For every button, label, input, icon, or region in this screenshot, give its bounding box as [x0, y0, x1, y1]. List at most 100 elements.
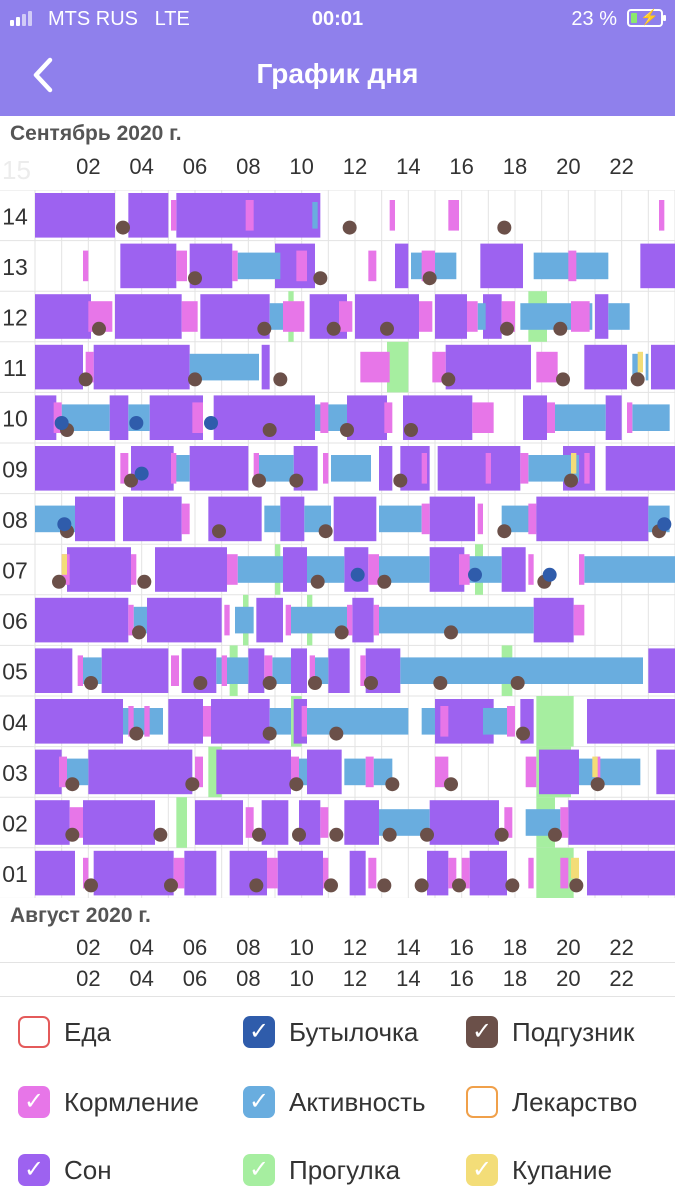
hour-tick-label: 04: [129, 966, 154, 991]
sleep-bar: [352, 597, 374, 643]
diaper-dot: [364, 676, 378, 690]
legend-item-diaper[interactable]: ✓ Подгузник: [466, 1012, 634, 1052]
legend-checkbox-bottle[interactable]: ✓: [243, 1016, 275, 1048]
activity-bar: [555, 404, 606, 431]
hour-tick-label: 12: [342, 935, 368, 960]
legend-item-food[interactable]: Еда: [18, 1012, 111, 1052]
hour-tick-label: 10: [289, 935, 314, 960]
feeding-bar: [283, 301, 305, 332]
hour-tick-label: 14: [396, 154, 421, 179]
hour-tick-label: 02: [76, 935, 101, 960]
activity-bar: [173, 455, 190, 482]
diaper-dot: [452, 878, 466, 893]
sleep-bar: [261, 800, 289, 845]
feeding-bar: [347, 604, 353, 636]
legend-item-bath[interactable]: ✓ Купание: [466, 1150, 612, 1190]
legend-item-activity[interactable]: ✓ Активность: [243, 1082, 426, 1122]
bottle-dot: [204, 416, 218, 430]
legend-item-medicine[interactable]: Лекарство: [466, 1082, 637, 1122]
feeding-bar: [573, 604, 585, 636]
hour-tick-label: 16: [449, 966, 474, 991]
feeding-bar: [144, 706, 150, 737]
battery-percent: 23 %: [571, 8, 617, 30]
legend-label: Кормление: [64, 1086, 199, 1117]
legend-checkbox-bath[interactable]: ✓: [466, 1154, 498, 1186]
feeding-bar: [440, 706, 449, 737]
legend-item-feeding[interactable]: ✓ Кормление: [18, 1082, 199, 1122]
legend-item-walk[interactable]: ✓ Прогулка: [243, 1150, 400, 1190]
feeding-bar: [547, 402, 555, 433]
legend-checkbox-feeding[interactable]: ✓: [18, 1086, 50, 1118]
sleep-bar: [283, 547, 307, 592]
chevron-left-icon[interactable]: [28, 55, 68, 95]
sleep-bar: [280, 496, 305, 542]
hour-axis-top: 02 04 06 08 10 12 14 16 18 20 22: [0, 154, 675, 184]
diaper-dot: [444, 625, 458, 640]
feeding-bar: [285, 604, 291, 636]
legend-label: Прогулка: [289, 1154, 401, 1185]
feeding-bar: [360, 655, 366, 686]
feeding-bar: [296, 250, 307, 282]
diaper-dot: [590, 777, 605, 792]
sleep-bar: [437, 446, 521, 491]
sleep-bar: [587, 699, 675, 744]
feeding-bar: [421, 503, 430, 535]
feeding-bar: [171, 453, 177, 484]
hour-tick-label: 08: [236, 935, 261, 960]
feeding-bar: [627, 402, 633, 433]
legend-checkbox-activity[interactable]: ✓: [243, 1086, 275, 1118]
sleep-bar: [256, 597, 283, 643]
sleep-bar: [35, 648, 73, 693]
legend-item-sleep[interactable]: ✓ Сон: [18, 1150, 112, 1190]
feeding-bar: [368, 554, 379, 585]
legend: Еда ✓ Бутылочка ✓ Подгузник ✓ Кормление ✓ Активн…: [0, 1000, 675, 1200]
sleep-bar: [184, 850, 217, 896]
sleep-bar: [427, 850, 449, 896]
legend-label: Подгузник: [512, 1016, 635, 1047]
row-day-label: 11: [3, 355, 27, 381]
diaper-dot: [497, 220, 512, 235]
hour-tick-label: 10: [289, 966, 314, 991]
diaper-dot: [494, 827, 509, 842]
diaper-dot: [273, 372, 288, 387]
legend-checkbox-food[interactable]: [18, 1016, 50, 1048]
diaper-dot: [65, 777, 80, 792]
legend-checkbox-walk[interactable]: ✓: [243, 1154, 275, 1186]
diaper-dot: [393, 473, 408, 488]
feeding-bar: [291, 756, 299, 788]
legend-item-bottle[interactable]: ✓ Бутылочка: [243, 1012, 418, 1052]
sleep-bar: [429, 800, 499, 845]
row-day-label: 08: [2, 507, 28, 533]
activity-bar: [331, 455, 371, 482]
activity-bar: [216, 657, 249, 684]
legend-checkbox-diaper[interactable]: ✓: [466, 1016, 498, 1048]
diaper-dot: [510, 676, 525, 690]
activity-bar: [632, 404, 670, 431]
diaper-dot: [188, 271, 202, 286]
sleep-bar: [539, 749, 579, 795]
sleep-bar: [277, 850, 323, 896]
sleep-bar: [35, 446, 115, 491]
month-label-top: Сентябрь 2020 г.: [10, 122, 182, 145]
feeding-bar: [301, 706, 307, 737]
sleep-bar: [429, 547, 465, 592]
feeding-bar: [528, 857, 534, 889]
legend-checkbox-medicine[interactable]: [466, 1086, 498, 1118]
feeding-bar: [181, 503, 190, 535]
hour-tick-label: 06: [182, 966, 208, 991]
feeding-bar: [131, 554, 137, 585]
hour-tick-label: 14: [396, 966, 421, 991]
activity-bar: [264, 505, 281, 533]
row-day-label: 02: [2, 811, 28, 837]
nav-bar: График дня: [0, 38, 675, 116]
diaper-dot: [262, 423, 277, 437]
hour-tick-label: 20: [556, 154, 581, 179]
row-day-label: 04: [2, 709, 28, 735]
sleep-bar: [115, 294, 182, 339]
ghost-row-label: 15: [2, 155, 31, 185]
diaper-dot: [329, 827, 344, 842]
sleep-bar: [216, 749, 291, 795]
month-label-bottom: Август 2020 г.: [10, 904, 151, 927]
feeding-bar: [203, 706, 211, 737]
legend-checkbox-sleep[interactable]: ✓: [18, 1154, 50, 1186]
